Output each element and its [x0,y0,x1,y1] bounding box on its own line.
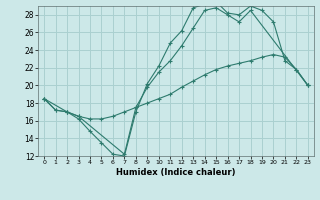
X-axis label: Humidex (Indice chaleur): Humidex (Indice chaleur) [116,168,236,177]
